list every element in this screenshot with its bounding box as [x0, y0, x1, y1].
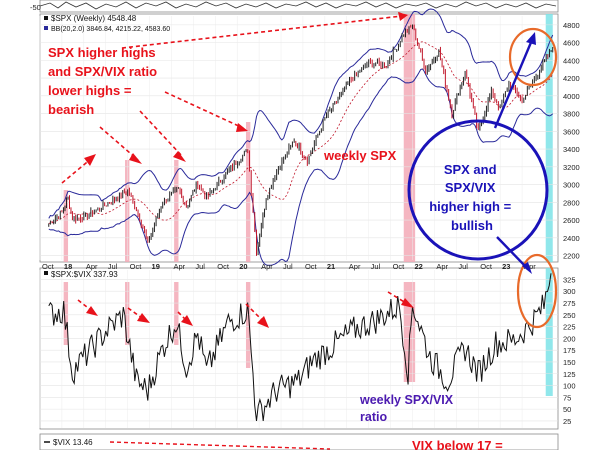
x-tick-label: Jul [195, 262, 205, 271]
spx-red-arrows [61, 12, 408, 184]
ratio-y-tick: 275 [563, 299, 576, 308]
ratio-panel-frame [39, 267, 559, 430]
ratio-y-tick: 325 [563, 275, 576, 284]
spx-y-tick: 2400 [563, 234, 580, 243]
x-tick-label: 19 [152, 262, 160, 271]
spx-series [48, 24, 554, 256]
top-panel-tick: -50 [30, 3, 41, 12]
vix-panel-frame [39, 433, 559, 450]
spx-y-tick: 4400 [563, 56, 580, 65]
x-tick-label: Apr [261, 262, 273, 271]
spx-y-tick: 4000 [563, 92, 580, 101]
ratio-y-tick: 25 [563, 417, 571, 426]
x-tick-label: Jul [371, 262, 381, 271]
x-tick-label: 21 [327, 262, 335, 271]
spx-y-tick: 3400 [563, 145, 580, 154]
vix-legend: $VIX 13.46 [44, 438, 93, 447]
spx-y-tick: 3200 [563, 163, 580, 172]
svg-text:$VIX 13.46: $VIX 13.46 [53, 438, 93, 447]
x-tick-label: Oct [42, 262, 55, 271]
x-tick-label: Oct [217, 262, 230, 271]
spx-y-tick: 3000 [563, 181, 580, 190]
band-may-2019 [174, 160, 179, 262]
x-axis: Oct 18 Apr Jul Oct 19 Apr Jul Oct 20 Apr Jul Oct 21 Ap… [42, 262, 536, 271]
ratio-band-2 [174, 282, 179, 345]
x-tick-label: 22 [415, 262, 423, 271]
spx-legend: $SPX (Weekly) 4548.48 BB(20,2.0) 3846.84… [44, 14, 170, 33]
bearish-annotation: SPX higher highs and SPX/VIX ratio lower… [48, 45, 161, 117]
bb-middle-band [48, 41, 554, 225]
spx-y-tick: 3600 [563, 127, 580, 136]
x-tick-label: Apr [436, 262, 448, 271]
bullish-arrows [493, 32, 536, 274]
spx-y-tick: 3800 [563, 110, 580, 119]
svg-text:BB(20,2.0) 3846.84, 4215.22, 4: BB(20,2.0) 3846.84, 4215.22, 4583.60 [51, 26, 170, 33]
top-panel-line [39, 1, 557, 10]
svg-text:$SPX:$VIX 337.93: $SPX:$VIX 337.93 [51, 270, 118, 279]
spx-y-tick: 4200 [563, 74, 580, 83]
ratio-y-tick: 75 [563, 393, 571, 402]
band-jan-2022 [403, 14, 416, 262]
ratio-y-tick: 200 [563, 334, 576, 343]
band-jul-2023 [545, 14, 553, 262]
x-tick-label: Oct [480, 262, 493, 271]
bb-lower-band [48, 68, 554, 266]
ratio-y-tick: 50 [563, 405, 571, 414]
x-tick-label: Jul [458, 262, 468, 271]
ratio-y-tick: 150 [563, 358, 576, 367]
ratio-y-tick: 300 [563, 287, 576, 296]
ratio-band-4 [403, 282, 416, 382]
spx-y-tick: 2200 [563, 252, 580, 261]
bb-upper-band [48, 8, 554, 219]
band-oct-2018 [125, 160, 130, 262]
x-tick-label: Apr [524, 262, 536, 271]
ratio-series [48, 273, 552, 421]
x-tick-label: Jul [108, 262, 118, 271]
x-tick-label: 23 [502, 262, 510, 271]
band-feb-2020 [245, 122, 251, 262]
x-tick-label: Apr [86, 262, 98, 271]
highlight-bands [63, 14, 553, 396]
weekly-spx-label: weekly SPX [323, 148, 397, 163]
spx-y-tick: 2600 [563, 216, 580, 225]
x-tick-label: Oct [393, 262, 406, 271]
x-tick-label: 18 [64, 262, 72, 271]
x-tick-label: 20 [239, 262, 247, 271]
x-tick-label: Apr [349, 262, 361, 271]
x-tick-label: Oct [130, 262, 143, 271]
ratio-legend: $SPX:$VIX 337.93 [44, 270, 118, 279]
spx-y-tick: 4600 [563, 39, 580, 48]
ratio-y-axis: 25 50 75 100 125 150 175 200 225 250 275 300 325 [563, 275, 576, 425]
bullish-circle [407, 119, 549, 261]
ratio-line [48, 273, 552, 421]
ratio-annotation: weekly SPX/VIX ratio [359, 393, 457, 424]
x-tick-label: Apr [173, 262, 185, 271]
vix-annotation: VIX below 17 = [412, 438, 503, 450]
ratio-y-tick: 100 [563, 382, 576, 391]
ratio-band-0 [63, 282, 69, 345]
svg-text:$SPX (Weekly) 4548.48: $SPX (Weekly) 4548.48 [51, 14, 137, 23]
band-jan-2018 [63, 190, 69, 262]
ratio-y-tick: 175 [563, 346, 576, 355]
ratio-band-5 [545, 268, 553, 396]
ratio-y-tick: 225 [563, 323, 576, 332]
ratio-band-1 [125, 282, 130, 345]
ratio-y-tick: 125 [563, 370, 576, 379]
bollinger-bands [48, 8, 554, 266]
ratio-band-3 [245, 282, 251, 368]
bullish-annotation: SPX and SPX/VIX higher high = bullish [429, 162, 515, 233]
spx-y-axis: 2200 2400 2600 2800 3000 3200 3400 3600 3800 4000… [563, 21, 580, 261]
spx-y-tick: 2800 [563, 198, 580, 207]
spx-highlight-circle [508, 27, 558, 87]
x-tick-label: Oct [305, 262, 318, 271]
ratio-highlight-circle [516, 253, 558, 329]
vix-red-arrow [109, 441, 331, 450]
spx-y-tick: 4800 [563, 21, 580, 30]
ratio-y-tick: 250 [563, 311, 576, 320]
ratio-red-arrows [77, 291, 414, 328]
x-tick-label: Jul [283, 262, 293, 271]
